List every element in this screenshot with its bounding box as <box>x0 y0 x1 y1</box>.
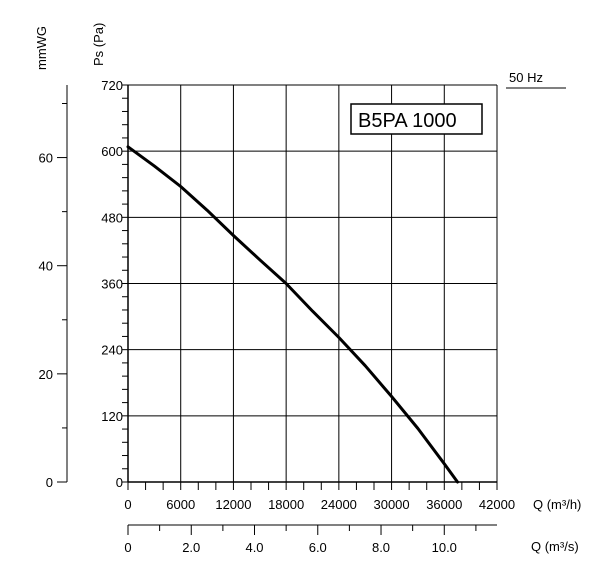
x-tick-label-m3h: 36000 <box>426 497 462 512</box>
x-tick-label-m3h: 30000 <box>373 497 409 512</box>
y-tick-label-pa: 120 <box>101 409 123 424</box>
minor-ticks <box>122 84 498 490</box>
x-tick-label-m3s: 2.0 <box>182 540 200 555</box>
y-tick-label-mmwg: 40 <box>39 259 53 274</box>
x-tick-label-m3h: 42000 <box>479 497 515 512</box>
model-label-box <box>350 103 483 135</box>
y-tick-label-mmwg: 60 <box>39 151 53 166</box>
x-tick-label-m3s: 10.0 <box>432 540 457 555</box>
series <box>126 145 459 484</box>
x-axis-title-m3h: Q (m³/h) <box>533 497 581 512</box>
x-tick-label-m3h: 0 <box>124 497 131 512</box>
x-tick-label-m3s: 4.0 <box>245 540 263 555</box>
fan-curve-line <box>126 145 459 484</box>
y-axis-title-pa: Ps (Pa) <box>91 23 106 66</box>
x-tick-label-m3s: 6.0 <box>309 540 327 555</box>
x-tick-label-m3h: 18000 <box>268 497 304 512</box>
y-axis-title-mmwg: mmWG <box>34 26 49 70</box>
x-axis-title-m3s: Q (m³/s) <box>531 539 579 554</box>
axes <box>57 85 497 535</box>
y-tick-label-pa: 240 <box>101 343 123 358</box>
y-tick-label-pa: 480 <box>101 210 123 225</box>
frequency-label: 50 Hz <box>509 70 543 85</box>
y-tick-label-pa: 600 <box>101 144 123 159</box>
y-tick-label-pa: 720 <box>101 78 123 93</box>
x-tick-label-m3s: 0 <box>124 540 131 555</box>
y-tick-label-pa: 0 <box>116 475 123 490</box>
model-label: B5PA 1000 <box>358 110 457 132</box>
grid <box>128 84 498 482</box>
y-tick-label-mmwg: 20 <box>39 367 53 382</box>
y-tick-label-mmwg: 0 <box>46 475 53 490</box>
x-tick-label-m3h: 6000 <box>166 497 195 512</box>
x-tick-label-m3h: 12000 <box>215 497 251 512</box>
x-tick-label-m3s: 8.0 <box>372 540 390 555</box>
y-tick-label-pa: 360 <box>101 277 123 292</box>
x-tick-label-m3h: 24000 <box>321 497 357 512</box>
